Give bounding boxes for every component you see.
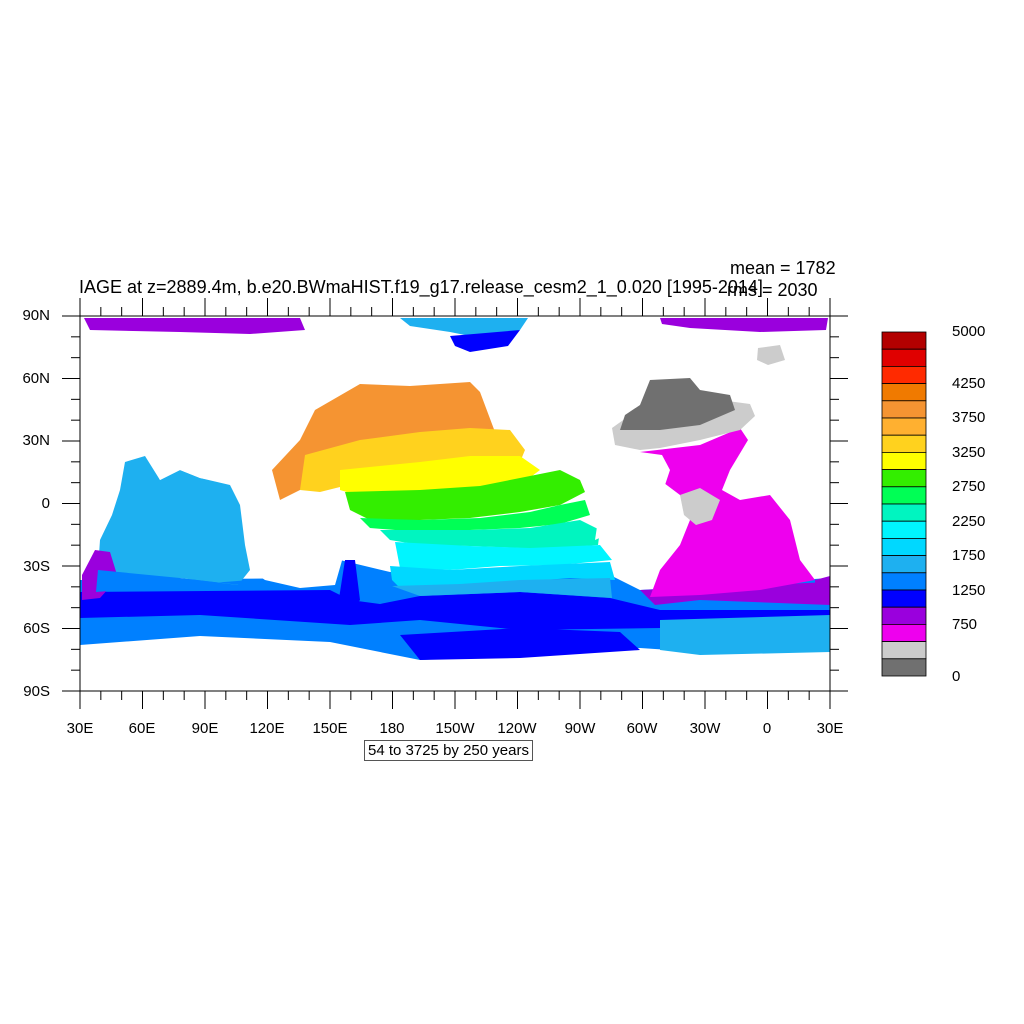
colorbar-label: 4250	[952, 375, 986, 392]
lon-tick-label: 60W	[626, 720, 658, 737]
lat-tick-label: 90S	[23, 683, 50, 700]
colorbar-label: 1750	[952, 547, 986, 564]
colorbar-swatch	[881, 606, 927, 625]
colorbar-swatch	[881, 520, 927, 539]
atlantic-ocean	[815, 576, 830, 605]
lat-tick-label: 60S	[23, 620, 50, 637]
colorbar-label: 2250	[952, 513, 986, 530]
colorbar-label: 3750	[952, 409, 986, 426]
lon-tick-label: 120E	[249, 720, 285, 737]
lon-tick-label: 150W	[435, 720, 475, 737]
lat-tick-label: 0	[41, 495, 50, 512]
plot-title: IAGE at z=2889.4m, b.e20.BWmaHIST.f19_g1…	[79, 277, 763, 297]
southern-ocean	[400, 628, 640, 660]
colorbar-label: 1250	[952, 582, 986, 599]
lon-tick-label: 30E	[66, 720, 94, 737]
colorbar-swatch	[881, 555, 927, 574]
rms-value: rms = 2030	[727, 280, 818, 300]
pacific-land	[338, 560, 360, 615]
pacific-ocean	[360, 500, 590, 532]
colorbar-swatch	[881, 572, 927, 591]
arctic-ocean	[84, 318, 305, 334]
pacific-ocean	[345, 470, 585, 520]
australia-land	[250, 518, 345, 588]
atlantic-ocean	[680, 488, 720, 525]
colorbar-label: 0	[952, 668, 961, 685]
atlantic-ocean	[757, 345, 785, 365]
lon-tick-label: 90W	[564, 720, 596, 737]
colorbar-swatch	[881, 503, 927, 522]
southern-ocean	[640, 582, 830, 605]
colorbar-swatch	[881, 451, 927, 470]
pacific-ocean	[392, 578, 612, 598]
lon-tick-label: 120W	[497, 720, 537, 737]
arctic-ocean	[660, 318, 828, 332]
colorbar-swatch	[881, 365, 927, 384]
lon-tick-label: 180	[379, 720, 405, 737]
atlantic-ocean	[640, 428, 815, 597]
colorbar-swatch	[881, 400, 927, 419]
colorbar-swatch	[881, 589, 927, 608]
colorbar-label: 3250	[952, 444, 986, 461]
colorbar-label: 2750	[952, 478, 986, 495]
lon-tick-label: 150E	[312, 720, 348, 737]
pacific-ocean	[390, 562, 615, 588]
colorbar-label: 5000	[952, 323, 986, 340]
atlantic-ocean	[620, 378, 735, 430]
mean-value: mean = 1782	[730, 258, 836, 278]
colorbar-swatch	[881, 348, 927, 367]
africa-land	[150, 430, 255, 485]
colorbar-swatch	[881, 331, 927, 350]
colorbar	[881, 331, 927, 677]
lon-tick-label: 30E	[816, 720, 844, 737]
colorbar-swatch	[881, 658, 927, 677]
pacific-ocean	[395, 542, 612, 570]
south-america-land	[595, 452, 670, 540]
colorbar-swatch	[881, 486, 927, 505]
lat-tick-label: 60N	[22, 370, 50, 387]
southern-ocean	[660, 615, 830, 655]
lat-tick-label: 90N	[22, 307, 50, 324]
colorbar-swatch	[881, 434, 927, 453]
southern-ocean	[80, 590, 830, 630]
arctic-ocean	[450, 330, 520, 352]
lon-tick-label: 60E	[128, 720, 156, 737]
colorbar-label: 750	[952, 616, 978, 633]
lon-tick-label: 90E	[191, 720, 219, 737]
colorbar-swatch	[881, 641, 927, 660]
indian-ocean	[98, 456, 250, 585]
indian-ocean	[96, 570, 250, 592]
lat-tick-label: 30N	[22, 432, 50, 449]
ocean-field	[80, 318, 830, 690]
colorbar-swatch	[881, 469, 927, 488]
colorbar-swatch	[881, 538, 927, 557]
lon-tick-label: 30W	[689, 720, 721, 737]
lat-tick-label: 30S	[23, 558, 50, 575]
colorbar-swatch	[881, 417, 927, 436]
lon-tick-label: 0	[762, 720, 772, 737]
colorbar-swatch	[881, 383, 927, 402]
pacific-ocean	[380, 520, 600, 548]
colorbar-swatch	[881, 624, 927, 643]
axis-ticks	[62, 298, 848, 709]
contour-info-box: 54 to 3725 by 250 years	[364, 740, 533, 761]
